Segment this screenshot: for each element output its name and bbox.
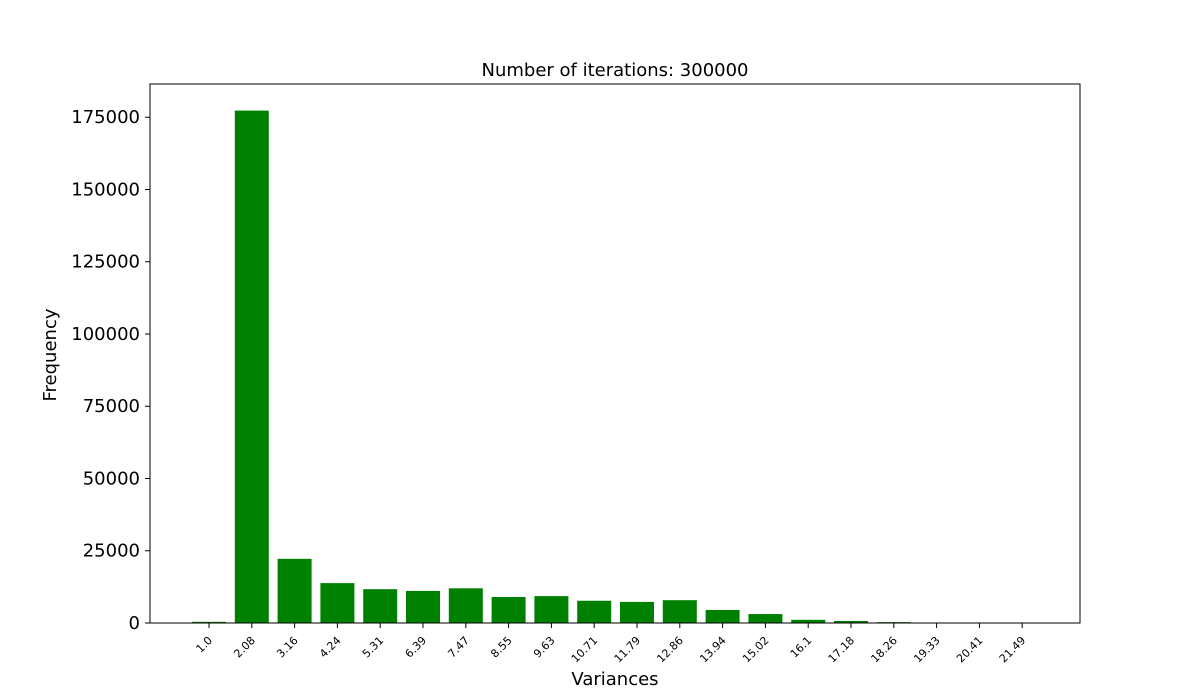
bar-13.94 xyxy=(705,609,740,623)
y-axis: 0 25000 50000 75000 100000 125000 150000 175000 xyxy=(71,107,150,634)
bar-11.79 xyxy=(620,601,654,623)
x-tick-label: 7.47 xyxy=(445,634,472,661)
x-tick-label: 4.24 xyxy=(317,634,344,661)
chart-title: Number of iterations: 300000 xyxy=(481,60,748,81)
x-tick-label: 16.1 xyxy=(788,634,815,661)
bar-6.39 xyxy=(406,590,440,623)
x-tick-label: 10.71 xyxy=(569,634,600,665)
bar-2.08 xyxy=(234,110,269,624)
bar-9.63 xyxy=(534,596,569,623)
x-axis: 1.0 2.08 3.16 4.24 5.31 6.39 7.47 8.55 9.63 10.71… xyxy=(194,623,1028,665)
x-tick-label: 19.33 xyxy=(911,634,942,665)
x-tick-label: 15.02 xyxy=(740,634,771,665)
bar-4.24 xyxy=(320,583,355,623)
y-tick-label: 0 xyxy=(129,613,140,634)
y-tick-label: 25000 xyxy=(83,541,140,562)
y-tick-label: 50000 xyxy=(83,468,140,489)
y-tick-label: 100000 xyxy=(71,324,140,345)
bar-10.71 xyxy=(577,600,612,623)
x-tick-label: 3.16 xyxy=(274,634,301,661)
y-tick-label: 175000 xyxy=(71,107,140,128)
bar-15.02 xyxy=(748,614,783,623)
x-tick-label: 13.94 xyxy=(697,634,728,665)
y-tick-label: 75000 xyxy=(83,396,140,417)
y-axis-label: Frequency xyxy=(40,308,61,401)
bar-17.18 xyxy=(834,620,868,623)
x-tick-label: 11.79 xyxy=(612,634,643,665)
x-tick-label: 6.39 xyxy=(403,634,430,661)
bar-12.86 xyxy=(662,600,697,623)
x-tick-label: 1.0 xyxy=(194,634,216,656)
x-tick-label: 17.18 xyxy=(826,634,857,665)
bar-5.31 xyxy=(363,589,398,623)
bar-3.16 xyxy=(277,558,312,623)
y-tick-label: 125000 xyxy=(71,252,140,273)
x-tick-label: 2.08 xyxy=(231,634,258,661)
bar-1.0 xyxy=(192,621,226,623)
bar-16.1 xyxy=(791,619,826,623)
x-axis-label: Variances xyxy=(571,669,658,690)
x-tick-label: 20.41 xyxy=(954,634,985,665)
x-tick-label: 5.31 xyxy=(360,634,387,661)
bars-layer xyxy=(192,110,911,624)
y-tick-label: 150000 xyxy=(71,179,140,200)
x-tick-label: 12.86 xyxy=(654,634,685,665)
bar-7.47 xyxy=(448,588,483,623)
x-tick-label: 9.63 xyxy=(531,634,558,661)
x-tick-label: 21.49 xyxy=(997,634,1028,665)
bar-8.55 xyxy=(491,596,526,623)
x-tick-label: 8.55 xyxy=(488,634,515,661)
x-tick-label: 18.26 xyxy=(868,634,899,665)
plot-frame xyxy=(149,83,1081,624)
